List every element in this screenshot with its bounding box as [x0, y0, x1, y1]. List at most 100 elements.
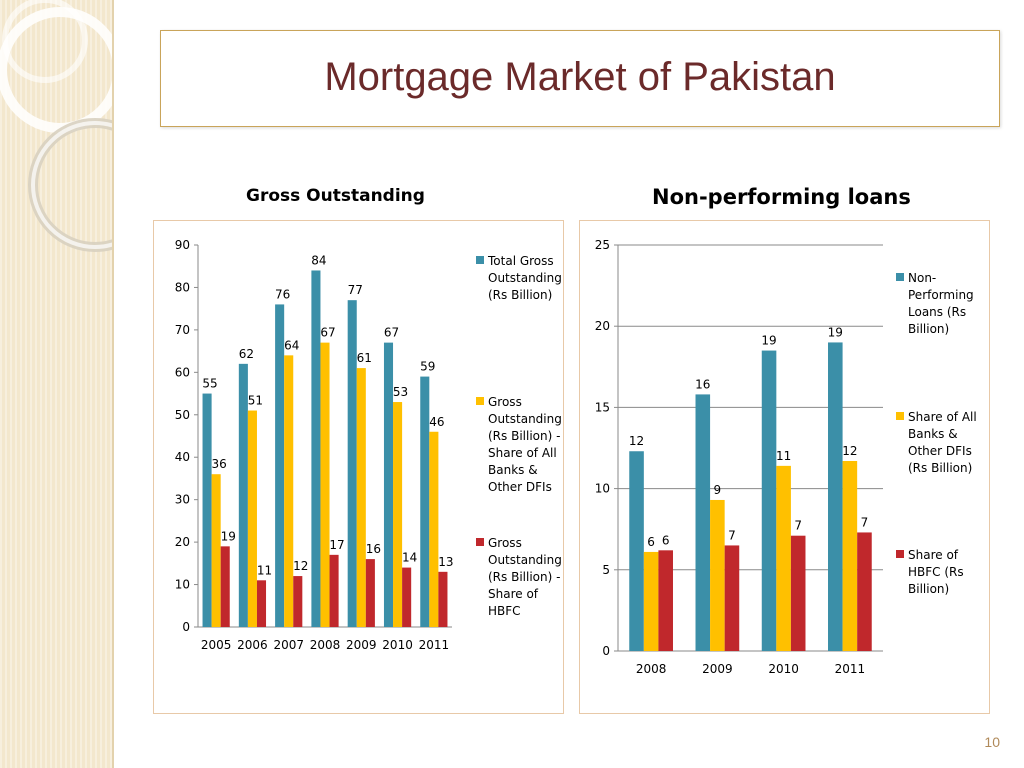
legend-label: Banks &	[488, 463, 538, 477]
legend-label: Performing	[908, 288, 974, 302]
legend-label: (Rs Billion)	[488, 288, 552, 302]
bar-1	[629, 451, 644, 651]
legend-label: Other DFIs	[908, 444, 972, 458]
legend-label: Non-	[908, 271, 936, 285]
data-label: 84	[311, 253, 326, 267]
legend-label: Outstanding	[488, 271, 562, 285]
bar-1	[347, 300, 357, 627]
legend-label: Share of All	[488, 446, 557, 460]
legend-label: Loans (Rs	[908, 305, 966, 319]
bar-1	[311, 270, 321, 627]
decorative-left-band	[0, 0, 114, 768]
gross-outstanding-chart: 0 10 20 30 40 50 60 70 80 90 2005 2006 2007 2008 2009 2…	[153, 220, 564, 714]
bar-3	[658, 550, 673, 651]
bar-3	[724, 545, 740, 651]
data-label: 67	[320, 326, 335, 340]
data-label: 59	[420, 360, 435, 374]
data-label: 16	[695, 377, 710, 391]
bar-3	[857, 532, 872, 651]
bar-2	[247, 410, 257, 627]
y-tick-label: 20	[595, 319, 610, 333]
data-label: 53	[393, 385, 408, 399]
data-label: 36	[212, 457, 227, 471]
data-label: 7	[728, 528, 736, 542]
y-tick-label: 0	[182, 620, 190, 634]
y-tick-label: 80	[175, 280, 190, 294]
legend-label: Billion)	[908, 322, 949, 336]
bar-2	[393, 402, 403, 627]
bar-2	[429, 431, 439, 627]
data-label: 46	[429, 415, 444, 429]
data-label: 77	[348, 283, 363, 297]
non-performing-loans-chart-svg: 0 5 10 15 20 25 2008 2009 2010 2011 12 16 19 19 6 9 11 12…	[595, 238, 977, 676]
data-label: 11	[776, 449, 791, 463]
data-label: 6	[647, 535, 655, 549]
bar-3	[790, 535, 806, 651]
bar-2	[842, 460, 858, 651]
bar-1	[238, 363, 248, 627]
legend-label: Gross	[488, 536, 522, 550]
y-tick-label: 40	[175, 450, 190, 464]
gross-outstanding-chart-svg: 0 10 20 30 40 50 60 70 80 90 2005 2006 2007 2008 2009 2…	[175, 238, 562, 652]
legend-label: Total Gross	[487, 254, 554, 268]
bar-2	[284, 355, 294, 627]
y-tick-label: 50	[175, 408, 190, 422]
bar-1	[383, 342, 394, 627]
data-label: 62	[239, 347, 254, 361]
bar-3	[438, 571, 448, 627]
legend-swatch-3	[896, 550, 904, 558]
bar-2	[710, 499, 725, 651]
y-tick-label: 5	[602, 563, 610, 577]
data-label: 7	[861, 515, 869, 529]
bar-2	[320, 342, 330, 627]
bar-1	[202, 393, 212, 627]
y-tick-label: 30	[175, 493, 190, 507]
x-tick-label: 2009	[346, 638, 377, 652]
legend-label: Billion)	[908, 582, 949, 596]
chart2-title: Non-performing loans	[652, 185, 911, 209]
y-tick-label: 15	[595, 400, 610, 414]
data-label: 19	[221, 529, 236, 543]
legend-swatch-2	[476, 397, 484, 405]
chart1-title: Gross Outstanding	[246, 186, 425, 206]
data-label: 14	[402, 551, 417, 565]
page-title: Mortgage Market of Pakistan	[324, 55, 836, 99]
x-tick-label: 2010	[768, 662, 799, 676]
y-tick-label: 25	[595, 238, 610, 252]
bar-1	[420, 376, 430, 627]
y-tick-label: 70	[175, 323, 190, 337]
legend-label: HBFC (Rs	[908, 565, 964, 579]
legend-label: Share of All	[908, 410, 977, 424]
y-tick-label: 10	[595, 482, 610, 496]
y-tick-label: 10	[175, 578, 190, 592]
data-label: 64	[284, 338, 299, 352]
x-tick-label: 2008	[636, 662, 667, 676]
bar-1	[695, 394, 711, 651]
decorative-rings-icon	[0, 0, 112, 252]
data-label: 11	[257, 563, 272, 577]
x-tick-label: 2006	[237, 638, 268, 652]
page-number: 10	[984, 734, 1000, 750]
data-label: 19	[761, 334, 776, 348]
data-label: 12	[293, 559, 308, 573]
legend-label: (Rs Billion)	[908, 461, 972, 475]
x-tick-label: 2010	[382, 638, 413, 652]
legend-label: (Rs Billion) -	[488, 570, 560, 584]
x-tick-label: 2008	[310, 638, 341, 652]
y-tick-label: 0	[602, 644, 610, 658]
x-tick-label: 2011	[835, 662, 866, 676]
y-tick-label: 60	[175, 365, 190, 379]
legend-label: Banks &	[908, 427, 958, 441]
data-label: 61	[357, 351, 372, 365]
x-tick-label: 2009	[702, 662, 733, 676]
bar-3	[256, 580, 267, 627]
legend-swatch-1	[896, 273, 904, 281]
bar-2	[211, 474, 221, 627]
y-tick-label: 20	[175, 535, 190, 549]
non-performing-loans-chart: 0 5 10 15 20 25 2008 2009 2010 2011 12 16 19 19 6 9 11 12…	[579, 220, 990, 714]
data-label: 12	[842, 444, 857, 458]
bar-3	[402, 567, 412, 627]
x-tick-label: 2011	[419, 638, 450, 652]
legend-label: Share of	[908, 548, 959, 562]
data-label: 16	[366, 542, 381, 556]
